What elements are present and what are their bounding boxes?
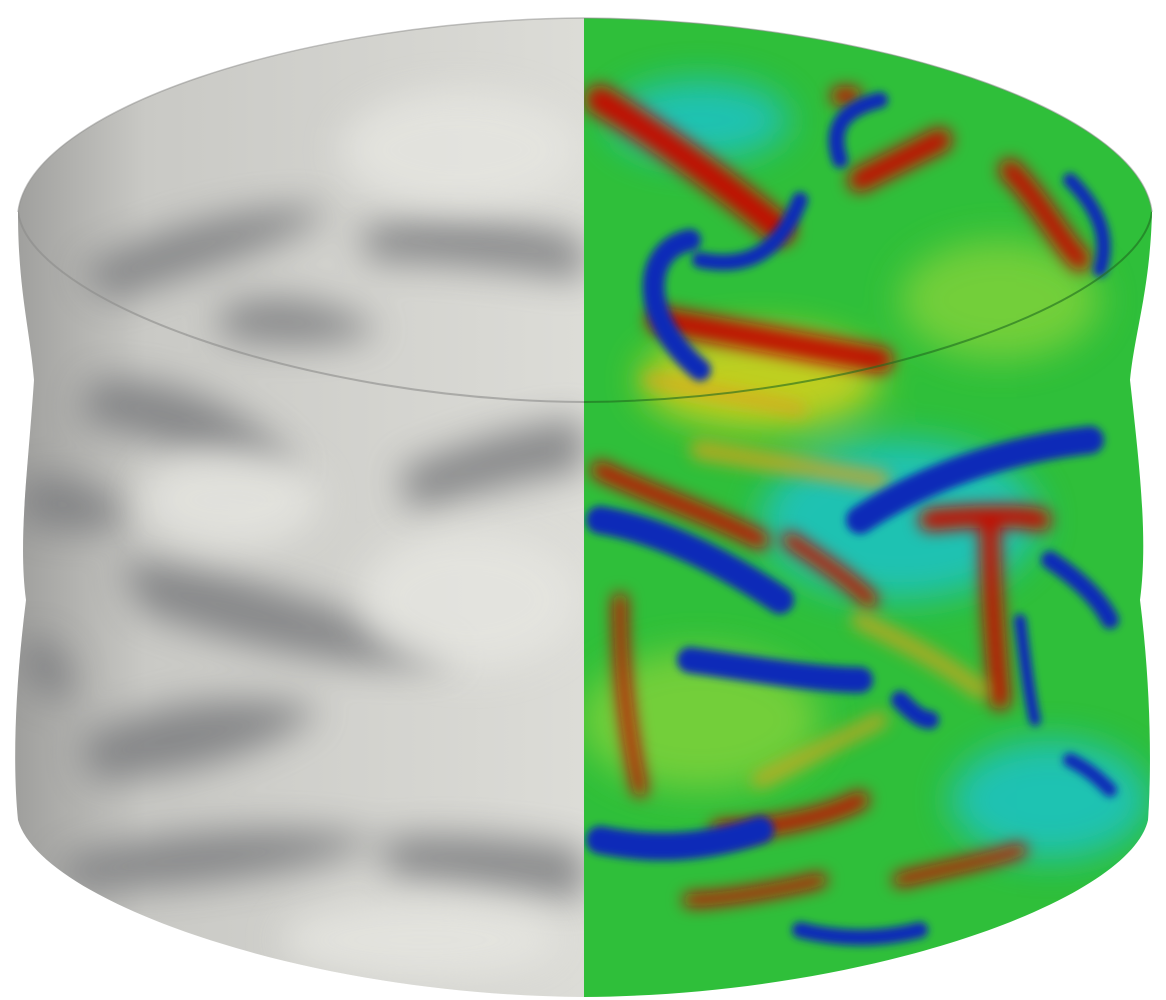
grayscale-half [15,18,584,997]
top-rim [17,17,1153,213]
colormap-half [584,18,1153,997]
